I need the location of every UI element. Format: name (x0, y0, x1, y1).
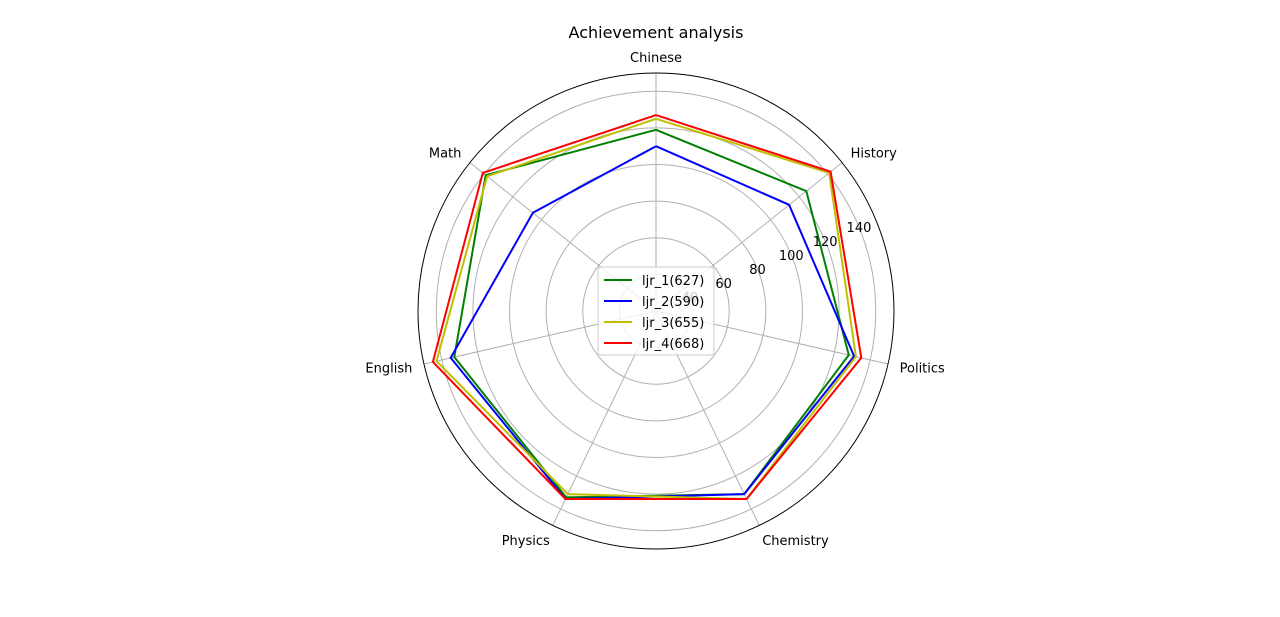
series-line-3 (435, 117, 857, 501)
chart-title: Achievement analysis (569, 23, 744, 42)
legend-box (597, 266, 715, 356)
category-label-physics: Physics (502, 534, 550, 549)
series-line-4 (431, 114, 863, 500)
category-label-chinese: Chinese (630, 51, 682, 66)
category-label-history: History (851, 147, 898, 162)
tick-label-100: 100 (779, 249, 804, 264)
series-layer (431, 114, 863, 501)
tick-label-140: 140 (847, 221, 872, 236)
outer-circle (417, 72, 895, 550)
legend-items: ljr_1(627) ljr_2(590) ljr_3(655) ljr_4(668) (604, 274, 704, 352)
legend-label-1: ljr_1(627) (642, 274, 704, 289)
tick-label-120: 120 (813, 235, 838, 250)
category-label-math: Math (429, 147, 462, 162)
category-label-politics: Politics (900, 362, 945, 377)
legend-label-4: ljr_4(668) (642, 337, 704, 352)
legend-label-2: ljr_2(590) (642, 295, 704, 310)
tick-label-60: 60 (715, 277, 732, 292)
category-label-english: English (365, 362, 412, 377)
legend-label-3: ljr_3(655) (642, 316, 704, 331)
category-labels: Chinese History Politics Chemistry Physics En… (365, 51, 945, 549)
category-label-chemistry: Chemistry (762, 534, 829, 549)
tick-label-80: 80 (749, 263, 766, 278)
legend: ljr_1(627) ljr_2(590) ljr_3(655) ljr_4(668) (597, 266, 715, 356)
